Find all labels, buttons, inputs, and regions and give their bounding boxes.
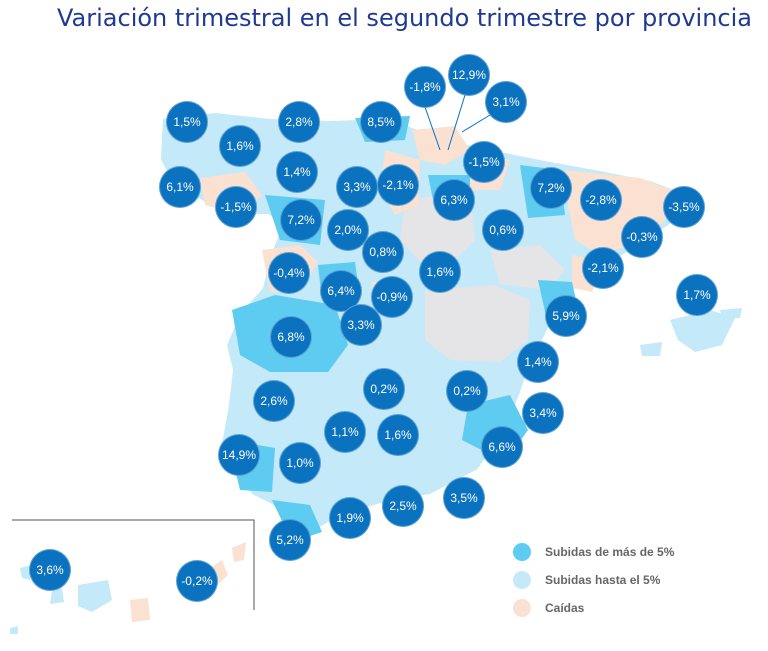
province-value-badge: -2,1% <box>377 164 419 206</box>
province-value-badge: 6,1% <box>159 166 201 208</box>
canary-island-2 <box>50 588 64 604</box>
province-value-badge: 6,6% <box>481 426 523 468</box>
province-value-badge: 1,6% <box>219 125 261 167</box>
province-value-badge: -0,4% <box>268 252 310 294</box>
canary-inset-frame <box>12 519 255 610</box>
province-value-badge: 2,6% <box>253 380 295 422</box>
province-value-badge: 1,1% <box>324 411 366 453</box>
province-value-badge: 5,9% <box>545 295 587 337</box>
province-value-badge: -2,8% <box>580 179 622 221</box>
province-value-badge: 0,2% <box>363 368 405 410</box>
province-value-badge: -0,3% <box>621 216 663 258</box>
province-value-badge: -1,5% <box>215 186 257 228</box>
province-value-badge: 14,9% <box>218 434 260 476</box>
province-value-badge: -1,5% <box>463 141 505 183</box>
province-value-badge: 1,4% <box>517 341 559 383</box>
canary-island-6 <box>232 542 246 562</box>
province-value-badge: 0,2% <box>446 370 488 412</box>
province-value-badge: 2,0% <box>327 209 369 251</box>
callout-line-3 <box>461 114 491 133</box>
canary-island-4 <box>130 598 150 622</box>
balearic-menorca <box>720 308 742 318</box>
balearic-ibiza <box>640 342 662 356</box>
province-value-badge: 12,9% <box>448 54 490 96</box>
province-value-badge: -3,5% <box>663 186 705 228</box>
province-value-badge: 5,2% <box>269 519 311 561</box>
province-value-badge: 2,5% <box>382 485 424 527</box>
callout-line-1 <box>424 106 441 151</box>
province-value-badge: -1,8% <box>404 66 446 108</box>
province-value-badge: 3,3% <box>340 304 382 346</box>
balearic-mallorca <box>670 310 735 352</box>
legend-item-high: Subidas de más de 5% <box>513 538 674 566</box>
province-value-badge: 0,8% <box>362 231 404 273</box>
province-value-badge: 1,9% <box>329 497 371 539</box>
province-value-badge: 3,3% <box>336 166 378 208</box>
map-title: Variación trimestral en el segundo trime… <box>57 4 752 32</box>
province-value-badge: 1,0% <box>279 442 321 484</box>
province-value-badge: 1,4% <box>276 151 318 193</box>
province-value-badge: -0,2% <box>176 560 218 602</box>
province-value-badge: 7,2% <box>280 199 322 241</box>
province-value-badge: 3,6% <box>29 549 71 591</box>
fall-zone-basque <box>412 126 470 165</box>
province-value-badge: 1,6% <box>377 414 419 456</box>
province-value-badge: 0,6% <box>482 209 524 251</box>
province-value-badge: 3,5% <box>443 477 485 519</box>
legend-label-fall: Caídas <box>545 601 585 615</box>
province-value-badge: 3,4% <box>522 392 564 434</box>
province-value-badge: 7,2% <box>530 167 572 209</box>
province-value-badge: 2,8% <box>278 101 320 143</box>
province-value-badge: 6,8% <box>270 316 312 358</box>
no-data-zone-center <box>425 285 530 362</box>
map-legend: Subidas de más de 5% Subidas hasta el 5%… <box>513 538 674 622</box>
province-value-badge: 1,5% <box>166 101 208 143</box>
legend-label-high: Subidas de más de 5% <box>545 545 675 559</box>
province-value-badge: 1,7% <box>676 274 718 316</box>
legend-swatch-high <box>513 543 531 561</box>
legend-item-fall: Caídas <box>513 594 674 622</box>
legend-swatch-fall <box>513 599 531 617</box>
canary-island-3 <box>78 580 112 612</box>
no-data-zone-east <box>490 245 565 290</box>
province-value-badge: 8,5% <box>360 101 402 143</box>
province-value-badge: 1,6% <box>419 251 461 293</box>
canary-island-7 <box>10 626 18 634</box>
callout-line-2 <box>447 94 466 151</box>
province-value-badge: 6,3% <box>433 179 475 221</box>
legend-item-moderate: Subidas hasta el 5% <box>513 566 674 594</box>
legend-swatch-moderate <box>513 571 531 589</box>
province-value-badge: -0,9% <box>371 276 413 318</box>
legend-label-moderate: Subidas hasta el 5% <box>545 573 661 587</box>
province-value-badge: -2,1% <box>582 247 624 289</box>
province-value-badge: 3,1% <box>485 81 527 123</box>
